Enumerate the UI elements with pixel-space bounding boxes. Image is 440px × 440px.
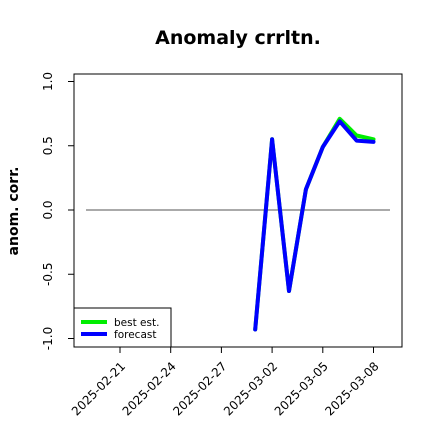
legend-label: forecast bbox=[114, 329, 156, 341]
y-tick-label: -0.5 bbox=[41, 263, 55, 286]
chart-title: Anomaly crrltn. bbox=[155, 27, 321, 49]
y-axis-label: anom. corr. bbox=[6, 167, 22, 256]
x-tick-label: 2025-03-08 bbox=[322, 359, 381, 418]
legend-label: best est. bbox=[114, 317, 159, 329]
y-tick-label: 1.0 bbox=[41, 72, 55, 91]
y-tick-label: 0.5 bbox=[41, 136, 55, 155]
y-tick-label: -1.0 bbox=[41, 327, 55, 350]
y-tick-label: 0.0 bbox=[41, 200, 55, 219]
legend-box bbox=[73, 307, 172, 348]
plot-area: -1.0-0.50.00.51.02025-02-212025-02-24202… bbox=[41, 72, 403, 418]
forecast-line bbox=[253, 119, 376, 332]
